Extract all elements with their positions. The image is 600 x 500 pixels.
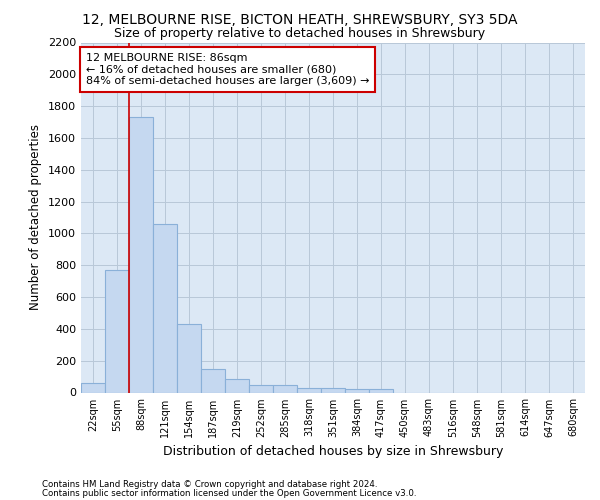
Text: 12 MELBOURNE RISE: 86sqm
← 16% of detached houses are smaller (680)
84% of semi-: 12 MELBOURNE RISE: 86sqm ← 16% of detach… — [86, 53, 370, 86]
Bar — [201, 368, 225, 392]
Bar — [81, 383, 105, 392]
Bar — [177, 324, 201, 392]
Text: Contains public sector information licensed under the Open Government Licence v3: Contains public sector information licen… — [42, 489, 416, 498]
Bar — [273, 386, 297, 392]
Text: Size of property relative to detached houses in Shrewsbury: Size of property relative to detached ho… — [115, 28, 485, 40]
Bar — [153, 224, 177, 392]
Bar — [321, 388, 345, 392]
Bar — [225, 379, 249, 392]
Bar — [105, 270, 129, 392]
Y-axis label: Number of detached properties: Number of detached properties — [29, 124, 43, 310]
Bar — [369, 390, 393, 392]
X-axis label: Distribution of detached houses by size in Shrewsbury: Distribution of detached houses by size … — [163, 445, 503, 458]
Bar — [249, 384, 273, 392]
Text: Contains HM Land Registry data © Crown copyright and database right 2024.: Contains HM Land Registry data © Crown c… — [42, 480, 377, 489]
Bar — [297, 388, 321, 392]
Bar — [129, 118, 153, 392]
Text: 12, MELBOURNE RISE, BICTON HEATH, SHREWSBURY, SY3 5DA: 12, MELBOURNE RISE, BICTON HEATH, SHREWS… — [82, 12, 518, 26]
Bar — [345, 390, 369, 392]
